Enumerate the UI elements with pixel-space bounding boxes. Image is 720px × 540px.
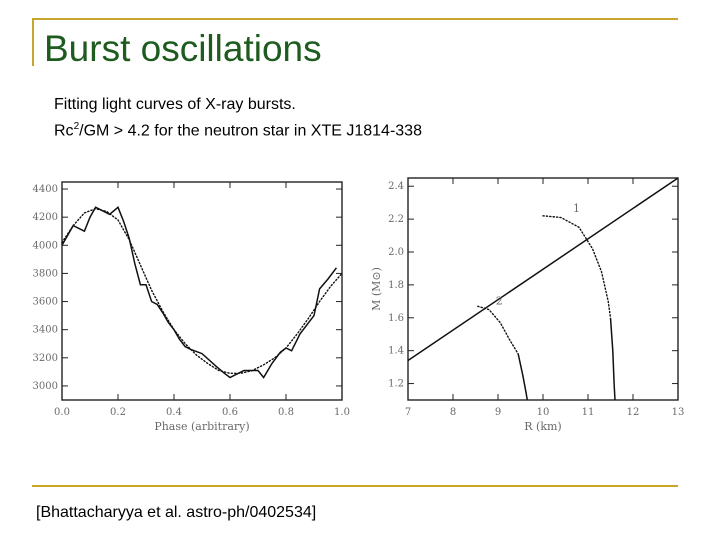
y-tick-label: 1.8 — [388, 280, 404, 291]
x-tick-label: 0.2 — [110, 407, 126, 418]
x-tick-label: 7 — [405, 407, 411, 418]
y-tick-label: 2.0 — [388, 247, 404, 258]
bottom-accent-line — [32, 485, 678, 487]
left-accent-line — [32, 18, 34, 66]
plot-frame — [407, 177, 679, 401]
curve-label-2: 2 — [496, 294, 503, 307]
y-tick-label: 1.2 — [388, 379, 404, 390]
x-axis-label: Phase (arbitrary) — [154, 420, 249, 433]
slide-title: Burst oscillations — [44, 28, 322, 69]
series-line-2 — [609, 317, 616, 401]
x-axis-label: R (km) — [524, 420, 561, 433]
x-tick-label: 10 — [537, 407, 550, 418]
body-line-2-superscript: 2 — [73, 121, 80, 132]
y-tick-label: 1.4 — [388, 346, 404, 357]
y-tick-label: 2.2 — [388, 214, 404, 225]
x-tick-label: 8 — [450, 407, 456, 418]
series-line-3 — [477, 305, 519, 355]
x-tick-label: 1.0 — [334, 407, 350, 418]
x-tick-label: 11 — [582, 407, 595, 418]
light-curve-chart: 0.0 0.2 0.4 0.6 0.8 1.0 4400 4200 4000 3800 3600 34… — [33, 181, 350, 433]
body-line-2: Rc2/GM > 4.2 for the neutron star in XTE… — [54, 121, 422, 140]
x-tick-label: 0.0 — [54, 407, 70, 418]
mass-radius-chart: 7 8 9 10 11 12 132.42.22.01.81.61.41.2R (km)M … — [370, 177, 685, 433]
series-line-0 — [407, 177, 679, 362]
curve-label-1: 1 — [573, 202, 580, 215]
series-line-4 — [517, 353, 529, 401]
series-line-0 — [61, 206, 337, 379]
body-line-1: Fitting light curves of X-ray bursts. — [54, 96, 296, 113]
x-tick-label: 12 — [627, 407, 640, 418]
y-tick-label: 4000 — [33, 240, 58, 251]
x-tick-label: 0.4 — [166, 407, 182, 418]
y-tick-label: 1.6 — [388, 313, 404, 324]
top-accent-line — [32, 18, 678, 20]
plot-frame — [61, 181, 343, 401]
y-tick-label: 3600 — [33, 297, 58, 308]
x-tick-label: 13 — [672, 407, 685, 418]
body-line-2-suffix: /GM > 4.2 for the neutron star in XTE J1… — [79, 122, 422, 140]
y-tick-label: 3000 — [33, 381, 58, 392]
x-tick-label: 0.8 — [278, 407, 294, 418]
citation: [Bhattacharyya et al. astro-ph/0402534] — [36, 504, 317, 521]
y-tick-label: 3400 — [33, 325, 58, 336]
y-tick-label: 3800 — [33, 268, 58, 279]
y-tick-label: 3200 — [33, 353, 58, 364]
x-tick-label: 0.6 — [222, 407, 238, 418]
y-axis-label: M (M⊙) — [370, 267, 383, 311]
series-line-1 — [542, 215, 612, 319]
series-line-1 — [61, 207, 343, 375]
y-tick-label: 2.4 — [388, 181, 404, 192]
x-tick-label: 9 — [495, 407, 501, 418]
y-tick-label: 4400 — [33, 184, 58, 195]
y-tick-label: 4200 — [33, 212, 58, 223]
body-line-2-prefix: Rc — [54, 122, 74, 140]
